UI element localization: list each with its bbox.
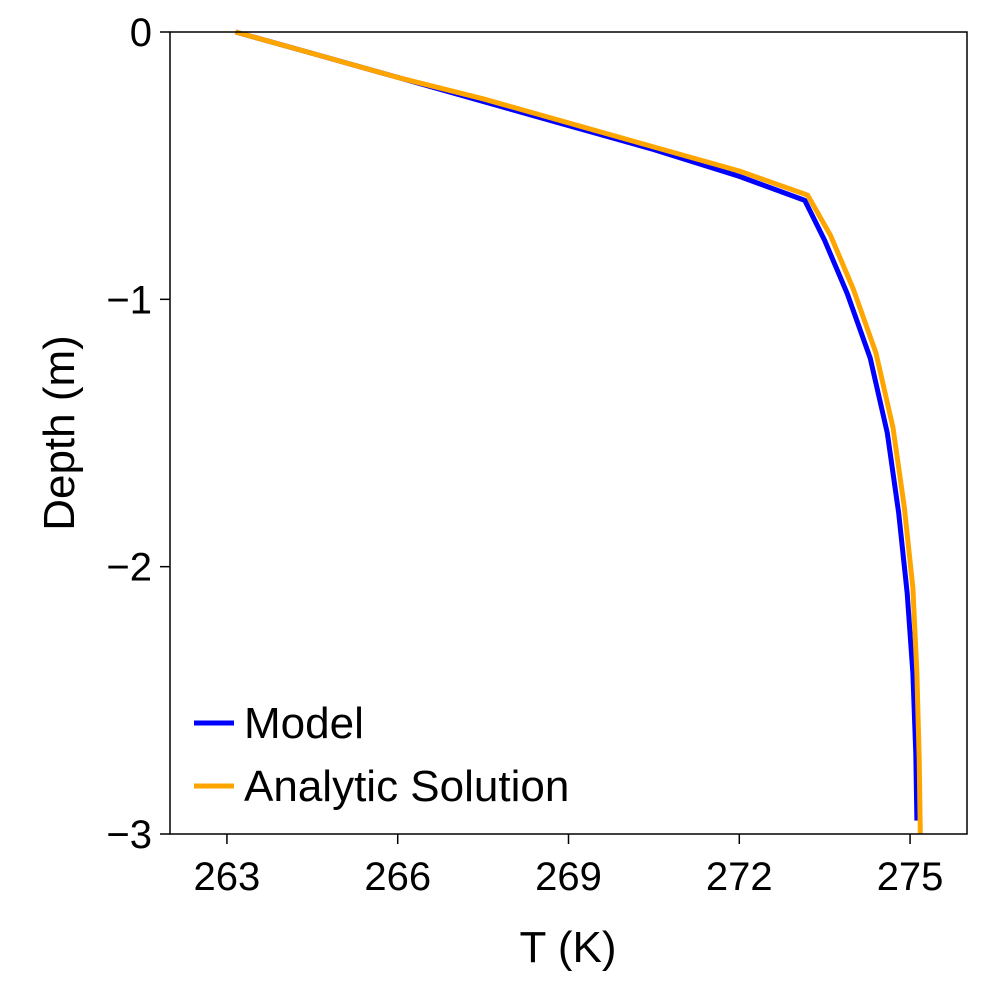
y-axis-label: Depth (m) bbox=[35, 335, 84, 531]
y-tick-label: −1 bbox=[106, 278, 152, 322]
legend: Model Analytic Solution bbox=[194, 699, 569, 811]
series-layer bbox=[234, 29, 923, 835]
y-tick-label: −2 bbox=[106, 546, 152, 590]
y-tick-label: −3 bbox=[106, 813, 152, 857]
x-tick-label: 266 bbox=[364, 855, 431, 899]
legend-label-0: Model bbox=[244, 699, 364, 748]
x-tick-label: 269 bbox=[535, 855, 602, 899]
x-tick-label: 263 bbox=[194, 855, 261, 899]
x-axis-label: T (K) bbox=[520, 923, 617, 972]
ticks-layer: 263 266 269 272 275 0 −1 −2 −3 bbox=[106, 11, 943, 899]
series-line-1 bbox=[234, 29, 923, 835]
x-tick-label: 275 bbox=[877, 855, 944, 899]
x-tick-label: 272 bbox=[706, 855, 773, 899]
y-tick-label: 0 bbox=[130, 11, 152, 55]
legend-label-1: Analytic Solution bbox=[244, 762, 569, 811]
